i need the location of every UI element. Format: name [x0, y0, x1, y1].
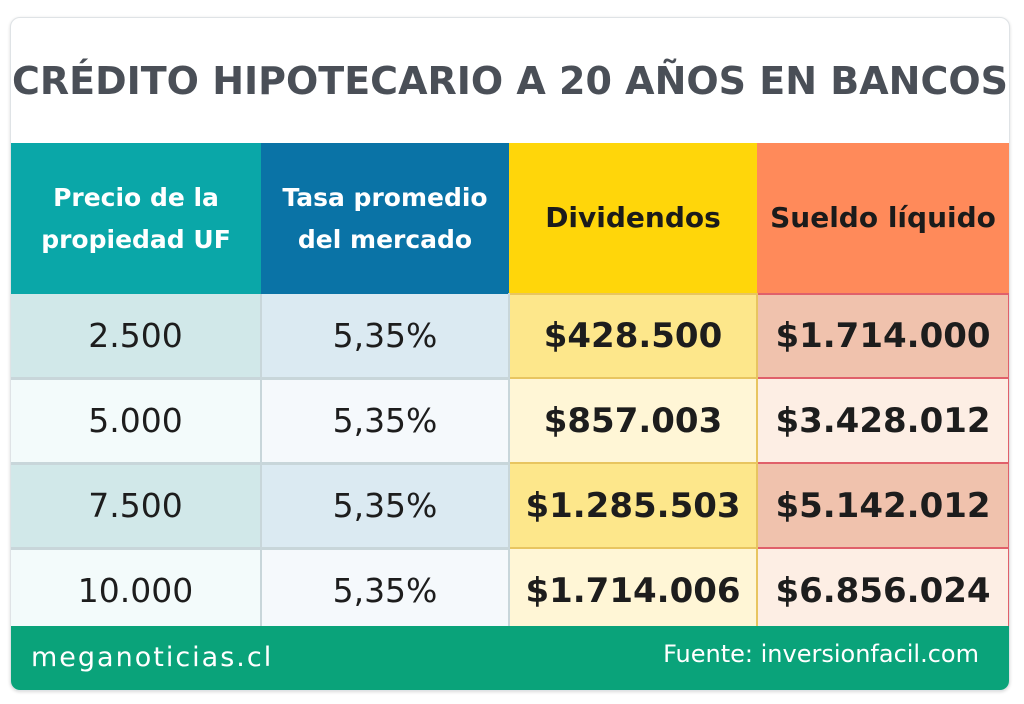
cell-rate: 5,35%: [261, 378, 510, 465]
cell-price: 5.000: [11, 378, 262, 465]
header-dividends: Dividendos: [509, 143, 757, 294]
cell-price: 2.500: [11, 294, 262, 380]
cell-rate: 5,35%: [261, 463, 510, 550]
table-row: 2.500 5,35% $428.500 $1.714.000: [11, 293, 1009, 380]
cell-rate: 5,35%: [261, 548, 510, 635]
brand-logo-text: meganoticias.cl: [31, 642, 274, 673]
cell-salary: $3.428.012: [756, 377, 1009, 464]
cell-dividends: $1.714.006: [508, 547, 758, 634]
table-row: 5.000 5,35% $857.003 $3.428.012: [11, 377, 1009, 465]
header-price: Precio de la propiedad UF: [11, 143, 261, 294]
cell-dividends: $857.003: [508, 377, 758, 464]
footer-bar: meganoticias.cl Fuente: inversionfacil.c…: [11, 626, 1009, 690]
cell-dividends: $1.285.503: [508, 462, 758, 549]
infographic-title: CRÉDITO HIPOTECARIO A 20 AÑOS EN BANCOS: [11, 58, 1009, 103]
header-salary: Sueldo líquido: [757, 143, 1009, 294]
source-credit: Fuente: inversionfacil.com: [663, 640, 979, 668]
cell-price: 7.500: [11, 463, 262, 550]
cell-salary: $6.856.024: [756, 547, 1009, 634]
mortgage-table: Precio de la propiedad UF Tasa promedio …: [11, 143, 1009, 635]
cell-salary: $1.714.000: [756, 293, 1009, 379]
cell-rate: 5,35%: [261, 294, 510, 380]
table-header-row: Precio de la propiedad UF Tasa promedio …: [11, 143, 1009, 294]
cell-price: 10.000: [11, 548, 262, 635]
cell-salary: $5.142.012: [756, 462, 1009, 549]
table-row: 7.500 5,35% $1.285.503 $5.142.012: [11, 462, 1009, 550]
header-rate: Tasa promedio del mercado: [261, 143, 509, 294]
cell-dividends: $428.500: [508, 293, 758, 379]
table-row: 10.000 5,35% $1.714.006 $6.856.024: [11, 547, 1009, 635]
infographic-card: CRÉDITO HIPOTECARIO A 20 AÑOS EN BANCOS …: [10, 17, 1010, 691]
